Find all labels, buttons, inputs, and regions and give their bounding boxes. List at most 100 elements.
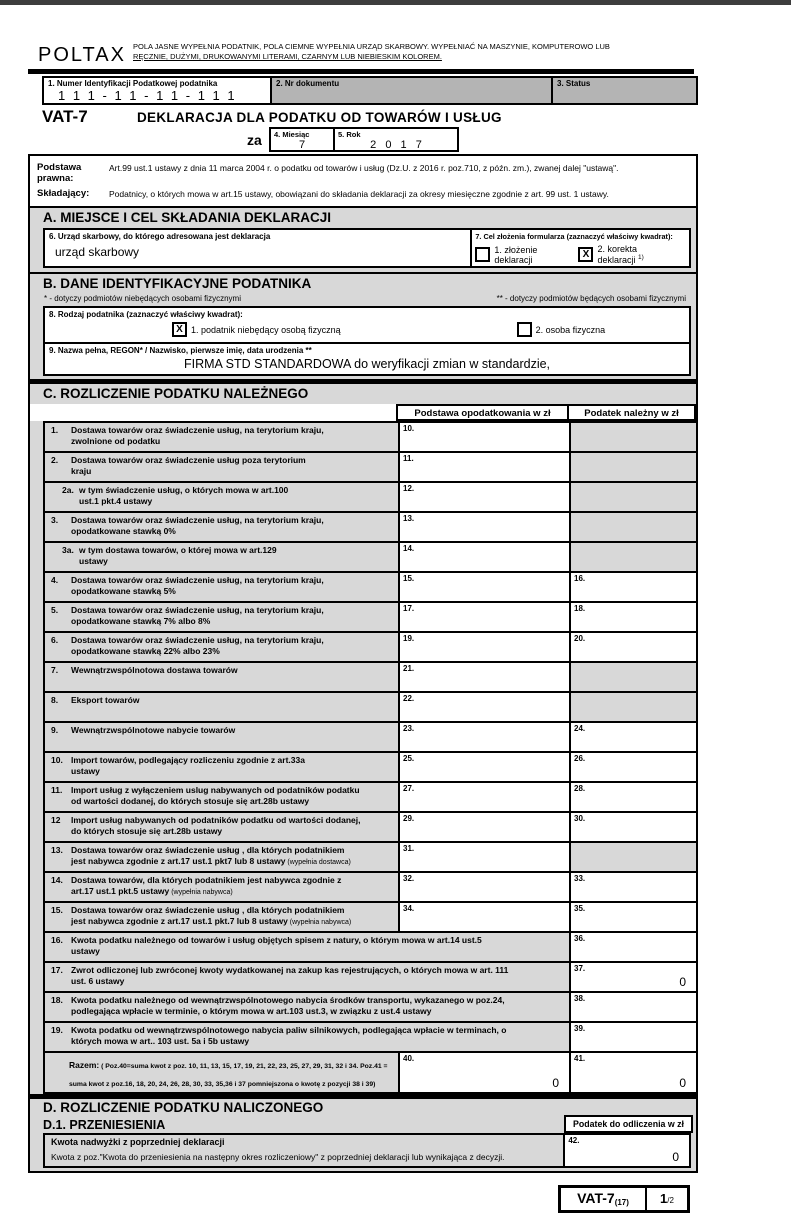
period-row: za 4. Miesiąc 7 5. Rok 2 0 1 7 <box>247 127 791 152</box>
nazwa-pelna-field[interactable]: 9. Nazwa pełna, REGON* / Nazwisko, pierw… <box>43 344 691 376</box>
field-22-cell[interactable]: 22. <box>400 693 569 721</box>
legal-basis-text: Art.99 ust.1 ustawy z dnia 11 marca 2004… <box>109 163 619 173</box>
field-number: 22. <box>403 694 415 703</box>
row-label-cell: 2a. w tym świadczenie usług, o których mo… <box>45 483 398 511</box>
field-17-cell[interactable]: 17. <box>400 603 569 631</box>
field-number: 17. <box>403 604 415 613</box>
field-18-cell[interactable]: 18. <box>571 603 696 631</box>
field-number: 24. <box>574 724 586 733</box>
field-27-cell[interactable]: 27. <box>400 783 569 811</box>
field-36-cell[interactable]: 36. <box>571 933 696 961</box>
field-40-cell[interactable]: 40. 0 <box>400 1053 569 1092</box>
table-row: 11. Import usług z wyłączeniem uslug naby… <box>45 783 696 811</box>
row-number: 13. <box>51 845 63 855</box>
row-label: Import usług z wyłączeniem uslug nabywan… <box>71 785 360 806</box>
za-label: za <box>247 132 262 148</box>
footer-form-code: VAT-7(17) <box>561 1188 647 1210</box>
shaded-cell <box>571 843 696 871</box>
field-15-cell[interactable]: 15. <box>400 573 569 601</box>
table-row: 16. Kwota podatku należnego od towarów i … <box>45 933 696 961</box>
row-number: 2. <box>51 455 59 465</box>
podatnik-niefizyczny-checkbox[interactable]: X <box>172 322 187 337</box>
field-34-cell[interactable]: 34. <box>400 903 569 931</box>
field-25-cell[interactable]: 25. <box>400 753 569 781</box>
field-28-cell[interactable]: 28. <box>571 783 696 811</box>
cel-zlozenia-options: 1. złożenie deklaracji X 2. korekta dekl… <box>475 244 686 265</box>
field-19-cell[interactable]: 19. <box>400 633 569 661</box>
urzad-skarbowy-field[interactable]: 6. Urząd skarbowy, do którego adresowana… <box>43 228 471 268</box>
field-31-cell[interactable]: 31. <box>400 843 569 871</box>
nip-value: 1 1 1 - 1 1 - 1 1 - 1 1 1 <box>58 88 237 103</box>
field-26-cell[interactable]: 26. <box>571 753 696 781</box>
shaded-cell <box>571 483 696 511</box>
cel-zlozenia-label: 7. Cel złożenia formularza (zaznaczyć wł… <box>475 232 673 241</box>
nip-field[interactable]: 1. Numer Identyfikacji Podatkowej podatn… <box>42 76 272 105</box>
instructions-line1: POLA JASNE WYPEŁNIA PODATNIK, POLA CIEMN… <box>133 42 610 51</box>
field-42-cell[interactable]: 42. 0 <box>565 1135 689 1166</box>
row-number: 6. <box>51 635 59 645</box>
row-label: Import usług nabywanych od podatników po… <box>71 815 361 836</box>
field-number: 33. <box>574 874 586 883</box>
table-row: 4. Dostawa towarów oraz świadczenie usług… <box>45 573 696 601</box>
korekta-checkbox[interactable]: X <box>578 247 594 262</box>
section-b-notes: * - dotyczy podmiotów niebędących osobam… <box>30 294 696 306</box>
filer-row: Składający: Podatnicy, o których mowa w … <box>37 186 690 201</box>
field-24-cell[interactable]: 24. <box>571 723 696 751</box>
field-number: 41. <box>574 1054 586 1063</box>
field-39-cell[interactable]: 39. <box>571 1023 696 1051</box>
section-d1-title: D.1. PRZENIESIENIA <box>43 1118 166 1132</box>
status-field: 3. Status <box>553 76 698 105</box>
shaded-cell <box>571 693 696 721</box>
section-d: D. ROZLICZENIE PODATKU NALICZONEGO D.1. … <box>28 1094 698 1173</box>
field-29-cell[interactable]: 29. <box>400 813 569 841</box>
row-label-cell: 19. Kwota podatku od wewnątrzwspólnotoweg… <box>45 1023 569 1051</box>
field-number: 21. <box>403 664 415 673</box>
year-field[interactable]: 5. Rok 2 0 1 7 <box>333 129 457 151</box>
field-32-cell[interactable]: 32. <box>400 873 569 901</box>
row-number: 2a. <box>62 485 74 495</box>
footer-row: VAT-7(17) 1/2 <box>0 1185 690 1213</box>
field-number: 36. <box>574 934 586 943</box>
totals-text: Razem: ( Poz.40=suma kwot z poz. 10, 11,… <box>49 1055 396 1091</box>
row-number: 10. <box>51 755 63 765</box>
table-row: 6. Dostawa towarów oraz świadczenie usług… <box>45 633 696 661</box>
row-label: Dostawa towarów oraz świadczenie usług ,… <box>71 845 351 866</box>
field-number: 32. <box>403 874 415 883</box>
field-number: 28. <box>574 784 586 793</box>
row-label: Dostawa towarów oraz świadczenie usług, … <box>71 635 324 656</box>
field-41-cell[interactable]: 41. 0 <box>571 1053 696 1092</box>
field-11-cell[interactable]: 11. <box>400 453 569 481</box>
field-23-cell[interactable]: 23. <box>400 723 569 751</box>
field-16-cell[interactable]: 16. <box>571 573 696 601</box>
field-35-cell[interactable]: 35. <box>571 903 696 931</box>
row-label: Dostawa towarów oraz świadczenie usług, … <box>71 425 324 446</box>
row-label-cell: 13. Dostawa towarów oraz świadczenie usłu… <box>45 843 398 871</box>
section-c: C. ROZLICZENIE PODATKU NALEŻNEGO Podstaw… <box>28 379 698 1096</box>
table-row: 8. Eksport towarów 22. <box>45 693 696 721</box>
field-20-cell[interactable]: 20. <box>571 633 696 661</box>
totals-label-cell: Razem: ( Poz.40=suma kwot z poz. 10, 11,… <box>45 1053 398 1092</box>
field-value: 0 <box>672 1150 679 1164</box>
field-37-cell[interactable]: 37. 0 <box>571 963 696 991</box>
header-rule <box>28 69 694 74</box>
osoba-fizyczna-checkbox[interactable] <box>516 322 532 337</box>
field-14-cell[interactable]: 14. <box>400 543 569 571</box>
zlozenie-checkbox[interactable] <box>475 247 491 262</box>
field-38-cell[interactable]: 38. <box>571 993 696 1021</box>
table-row: 10. Import towarów, podlegający rozliczen… <box>45 753 696 781</box>
table-row: 2a. w tym świadczenie usług, o których mo… <box>45 483 696 511</box>
field-33-cell[interactable]: 33. <box>571 873 696 901</box>
nr-dokumentu-field: 2. Nr dokumentu <box>272 76 553 105</box>
month-field[interactable]: 4. Miesiąc 7 <box>271 129 333 151</box>
field-10-cell[interactable]: 10. <box>400 423 569 451</box>
row-number: 17. <box>51 965 63 975</box>
field-number: 29. <box>403 814 415 823</box>
field-number: 11. <box>403 454 414 463</box>
row-label-cell: 2. Dostawa towarów oraz świadczenie usług… <box>45 453 398 481</box>
field-30-cell[interactable]: 30. <box>571 813 696 841</box>
field-21-cell[interactable]: 21. <box>400 663 569 691</box>
field-13-cell[interactable]: 13. <box>400 513 569 541</box>
field-12-cell[interactable]: 12. <box>400 483 569 511</box>
year-label: 5. Rok <box>338 130 361 139</box>
